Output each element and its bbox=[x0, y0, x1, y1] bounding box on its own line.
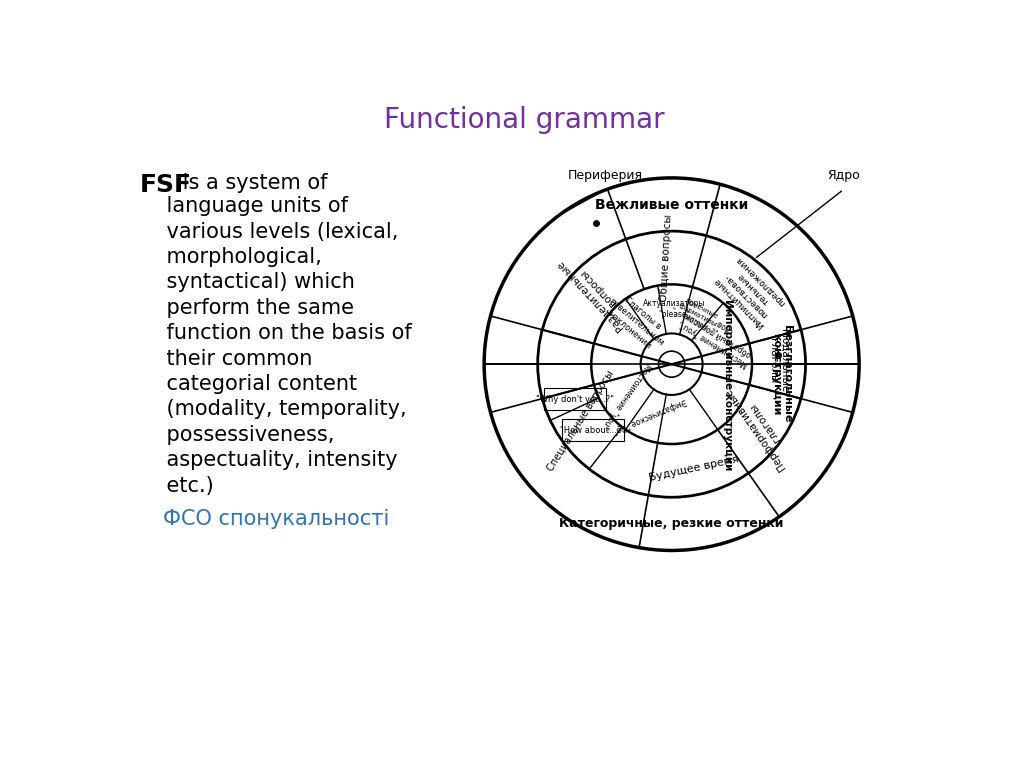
Text: (modality, temporality,: (modality, temporality, bbox=[139, 399, 407, 419]
Text: aspectuality, intensity: aspectuality, intensity bbox=[139, 450, 397, 470]
Text: language units of: language units of bbox=[139, 196, 347, 216]
Text: morphological,: morphological, bbox=[139, 247, 322, 267]
Text: Категоричные, резкие оттенки: Категоричные, резкие оттенки bbox=[559, 518, 783, 531]
Text: function on the basis of: function on the basis of bbox=[139, 323, 412, 343]
Text: various levels (lexical,: various levels (lexical, bbox=[139, 221, 398, 241]
Text: Перформативные
глаголы: Перформативные глаголы bbox=[723, 379, 797, 472]
Text: Местоимение "you",
обратный порядок
слов: Местоимение "you", обратный порядок слов bbox=[677, 301, 761, 369]
Text: Будущее время: Будущее время bbox=[648, 454, 739, 483]
Text: Безглагольные
конструкции: Безглагольные конструкции bbox=[771, 325, 793, 422]
Text: Специальные вопросы: Специальные вопросы bbox=[546, 369, 615, 473]
Text: syntactical) which: syntactical) which bbox=[139, 273, 354, 293]
Text: Эмфатическое "Do": Эмфатическое "Do" bbox=[611, 396, 688, 435]
Text: their common: their common bbox=[139, 349, 312, 369]
Text: Вежливые оттенки: Вежливые оттенки bbox=[595, 197, 749, 211]
Text: etc.): etc.) bbox=[139, 475, 213, 495]
Text: Периферия: Периферия bbox=[568, 169, 643, 182]
Text: categorial content: categorial content bbox=[139, 374, 356, 394]
Text: Конечные
формативы
"... Will you..?": Конечные формативы "... Will you..?" bbox=[671, 294, 725, 336]
Text: Functional grammar: Functional grammar bbox=[384, 106, 666, 134]
Text: ФСО спонукальності: ФСО спонукальності bbox=[163, 508, 389, 529]
Text: FSF: FSF bbox=[139, 173, 191, 197]
Text: Глаголы в
повелительном
наклонении: Глаголы в повелительном наклонении bbox=[600, 288, 672, 356]
Text: Местоимение "you": Местоимение "you" bbox=[600, 361, 652, 431]
Text: "How about...?": "How about...?" bbox=[560, 425, 625, 435]
Text: possessiveness,: possessiveness, bbox=[139, 425, 334, 445]
Text: Разделительные
вопросы: Разделительные вопросы bbox=[554, 250, 633, 333]
Text: Актуализаторы
"please": Актуализаторы "please" bbox=[643, 300, 706, 319]
Bar bbox=[544, 389, 605, 410]
Text: is a system of: is a system of bbox=[176, 173, 328, 193]
Text: "Why don't you..?": "Why don't you..?" bbox=[536, 395, 613, 404]
Text: Общие вопросы: Общие вопросы bbox=[658, 214, 674, 302]
Text: perform the same: perform the same bbox=[139, 298, 353, 318]
Text: Ядро: Ядро bbox=[827, 169, 860, 182]
Text: Имплицитные
повествова-
тельные
предложения: Имплицитные повествова- тельные предложе… bbox=[712, 253, 788, 329]
Text: Модальные
глаголы: Модальные глаголы bbox=[768, 329, 790, 392]
Text: Императивные конструкции: Императивные конструкции bbox=[723, 299, 732, 470]
Bar bbox=[561, 419, 624, 441]
